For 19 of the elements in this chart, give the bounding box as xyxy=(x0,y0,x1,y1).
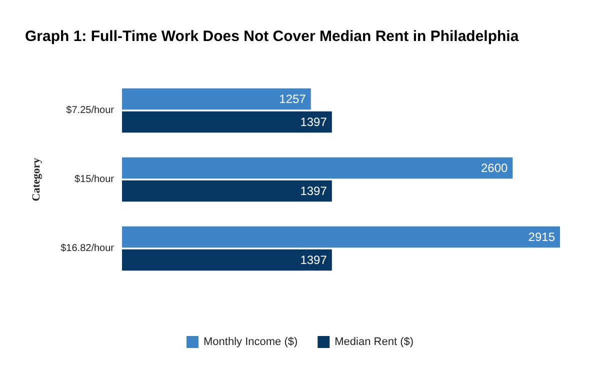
y-tick-label: $16.82/hour xyxy=(60,243,115,254)
chart-title: Graph 1: Full-Time Work Does Not Cover Median Rent in Philadelphia xyxy=(25,28,520,45)
bar xyxy=(122,249,332,271)
bar xyxy=(122,180,332,202)
data-label: 2600 xyxy=(480,161,508,176)
bar xyxy=(122,88,311,110)
bar xyxy=(122,157,513,179)
legend-label: Monthly Income ($) xyxy=(203,336,298,348)
bar xyxy=(122,111,332,133)
y-tick-label: $15/hour xyxy=(74,174,115,185)
y-axis-title: Category xyxy=(30,157,42,202)
data-label: 2915 xyxy=(528,230,556,244)
data-label: 1257 xyxy=(279,92,306,106)
legend-label: Median Rent ($) xyxy=(334,336,414,348)
data-label: 1397 xyxy=(300,252,328,267)
y-tick-label: $7.25/hour xyxy=(66,105,115,116)
bar xyxy=(122,226,560,248)
data-label: 1397 xyxy=(300,114,328,129)
data-label: 1397 xyxy=(300,184,328,198)
